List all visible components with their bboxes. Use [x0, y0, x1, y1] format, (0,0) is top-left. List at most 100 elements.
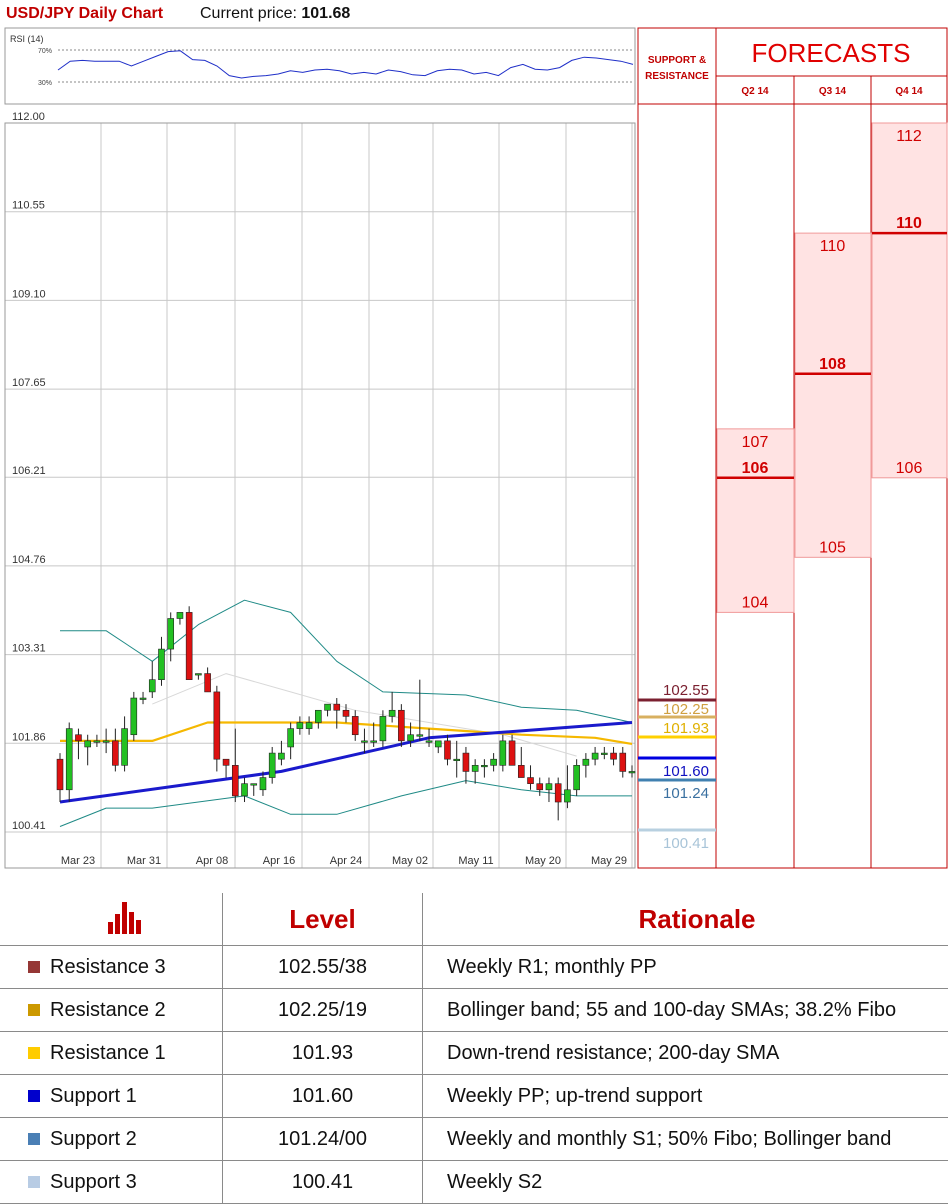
table-row: Support 3 100.41 Weekly S2	[0, 1160, 948, 1204]
level-swatch	[28, 1176, 40, 1189]
forecast-high: 110	[820, 238, 846, 255]
candle-body	[370, 740, 377, 743]
bar-chart-icon	[107, 901, 141, 934]
candle-body	[195, 673, 202, 676]
candle	[121, 716, 128, 772]
candle	[130, 691, 138, 741]
candle-body	[75, 734, 82, 742]
sma-blue-line	[59, 721, 633, 804]
candle-body	[296, 722, 304, 729]
table-row: Support 2 101.24/00 Weekly and monthly S1;…	[0, 1117, 948, 1161]
candle	[112, 728, 119, 772]
y-tick-label: 101.86	[12, 731, 46, 743]
candle-body	[379, 716, 387, 742]
level-name-cell: Resistance 2	[0, 988, 223, 1032]
candle-body	[388, 709, 396, 717]
candle	[333, 698, 341, 729]
x-tick-label: May 11	[458, 855, 493, 867]
forecast-high: 112	[896, 128, 922, 145]
candle	[453, 740, 461, 778]
bollinger-lower-line	[59, 780, 632, 827]
candle-body	[278, 752, 285, 760]
candle-body	[287, 728, 294, 748]
candle	[351, 710, 359, 741]
candle-body	[416, 734, 424, 737]
candle	[398, 704, 405, 747]
candle	[407, 722, 414, 747]
candle-body	[462, 752, 470, 772]
candle	[481, 759, 488, 778]
forecast-low: 104	[742, 594, 769, 611]
candle	[287, 722, 294, 760]
candle	[56, 753, 64, 803]
chart-grid	[5, 122, 635, 868]
level-name: Support 2	[50, 1127, 137, 1150]
forecast-quarter-label: Q3 14	[819, 86, 847, 97]
level-swatch	[28, 1133, 40, 1146]
candle	[628, 765, 636, 778]
level-swatch	[28, 1090, 40, 1103]
level-rationale: Weekly S2	[422, 1160, 948, 1204]
candle	[315, 709, 322, 729]
candle-body	[250, 783, 258, 786]
candle	[231, 728, 239, 803]
candle-body	[315, 709, 322, 723]
candle-body	[305, 722, 313, 729]
sr-level-label: 102.55	[663, 682, 709, 699]
forecast-columns: Q2 14 107 106 104 Q3 14 110 108 105 Q4 14 112 110 1…	[716, 86, 948, 613]
candle-body	[573, 765, 580, 791]
candle-body	[499, 740, 507, 766]
table-row: Resistance 3 102.55/38 Weekly R1; monthly …	[0, 945, 948, 989]
candle-body	[130, 697, 138, 736]
candle	[93, 734, 101, 747]
y-tick-label: 112.00	[12, 111, 45, 123]
rsi-30-label: 30%	[38, 80, 52, 87]
candle	[167, 612, 175, 662]
candle-body	[351, 716, 359, 736]
candle-body	[268, 752, 276, 778]
forecast-mid: 108	[819, 356, 846, 373]
candle	[601, 746, 608, 760]
table-row: Support 1 101.60 Weekly PP; up-trend suppo…	[0, 1074, 948, 1118]
candle-body	[490, 758, 497, 766]
rsi-line	[57, 50, 634, 79]
x-tick-label: May 29	[591, 855, 627, 867]
candle	[573, 759, 580, 796]
candle	[158, 636, 165, 686]
sr-level-label: 101.24	[663, 785, 709, 802]
candle-body	[425, 740, 433, 743]
level-rationale: Weekly and monthly S1; 50% Fibo; Bolling…	[422, 1117, 948, 1161]
table-row: Resistance 2 102.25/19 Bollinger band; 55 …	[0, 988, 948, 1032]
candle	[536, 777, 544, 796]
candle-body	[582, 758, 590, 766]
candle	[517, 746, 525, 778]
candle-body	[536, 783, 544, 791]
candle-body	[204, 673, 211, 693]
candle-body	[471, 765, 479, 772]
candle-body	[610, 752, 617, 760]
y-axis: 112.00 110.55 109.10 107.65 106.21 104.76 103.…	[12, 111, 46, 832]
candle	[213, 685, 221, 772]
forecast-low: 106	[896, 460, 923, 477]
candle	[185, 606, 193, 680]
x-tick-label: Mar 23	[61, 855, 95, 867]
candle-body	[231, 765, 239, 797]
candle	[462, 746, 470, 784]
candle-body	[121, 728, 128, 766]
level-value: 101.24/00	[222, 1117, 423, 1161]
candle	[564, 765, 571, 809]
candle-body	[241, 783, 248, 797]
rsi-label: RSI (14)	[10, 34, 44, 44]
candle	[416, 679, 424, 741]
y-tick-label: 107.65	[12, 377, 46, 389]
candle-body	[102, 740, 110, 743]
candle-body	[554, 783, 562, 803]
support-resistance-title-2: RESISTANCE	[645, 71, 709, 82]
candle	[370, 722, 377, 747]
candle	[434, 740, 442, 754]
level-rationale: Down-trend resistance; 200-day SMA	[422, 1031, 948, 1075]
candle	[139, 691, 147, 705]
candle-body	[434, 740, 442, 748]
sr-level-label: 101.60	[663, 763, 709, 780]
chart-title: USD/JPY Daily Chart	[6, 5, 164, 22]
